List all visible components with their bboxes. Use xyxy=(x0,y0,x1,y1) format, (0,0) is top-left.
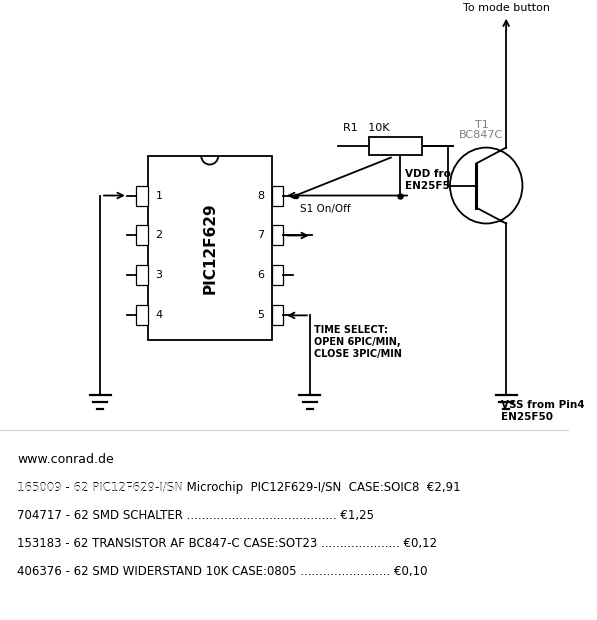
Bar xyxy=(272,185,283,205)
Text: To mode button: To mode button xyxy=(463,2,550,13)
Text: VDD from Pin8
EN25F50: VDD from Pin8 EN25F50 xyxy=(405,169,491,190)
Bar xyxy=(136,185,148,205)
Text: www.conrad.de: www.conrad.de xyxy=(17,453,114,466)
Bar xyxy=(136,265,148,285)
Text: 153183 - 62 TRANSISTOR AF BC847-C CASE:SOT23 ..................... €0,12: 153183 - 62 TRANSISTOR AF BC847-C CASE:S… xyxy=(17,537,437,550)
Text: 5: 5 xyxy=(257,311,264,321)
Text: 704717 - 62 SMD SCHALTER ........................................ €1,25: 704717 - 62 SMD SCHALTER ...............… xyxy=(17,509,374,522)
Bar xyxy=(272,226,283,246)
Text: R1   10K: R1 10K xyxy=(343,123,390,133)
Text: 3: 3 xyxy=(155,270,162,280)
Text: 7: 7 xyxy=(257,231,264,241)
Text: S1 On/Off: S1 On/Off xyxy=(300,203,351,213)
Text: BC847C: BC847C xyxy=(459,130,504,140)
Text: 406376 - 62 SMD WIDERSTAND 10K CASE:0805 ........................ €0,10: 406376 - 62 SMD WIDERSTAND 10K CASE:0805… xyxy=(17,565,427,578)
Bar xyxy=(272,265,283,285)
Circle shape xyxy=(450,148,522,223)
Text: 4: 4 xyxy=(155,311,162,321)
Bar xyxy=(370,136,422,154)
Text: PIC12F629: PIC12F629 xyxy=(202,202,217,294)
Text: 6: 6 xyxy=(257,270,264,280)
Text: 165009 - 62 PIC12F629-I/SN: 165009 - 62 PIC12F629-I/SN xyxy=(17,481,187,494)
Text: T1: T1 xyxy=(475,120,488,130)
Bar xyxy=(272,306,283,326)
Text: 165009 - 62 PIC12F629-I/SN Microchip  PIC12F629-I/SN  CASE:SOIC8  €2,91: 165009 - 62 PIC12F629-I/SN Microchip PIC… xyxy=(17,481,461,494)
Text: VSS from Pin4
EN25F50: VSS from Pin4 EN25F50 xyxy=(500,401,584,422)
Bar xyxy=(148,156,272,340)
Text: TIME SELECT:
OPEN 6PIC/MIN,
CLOSE 3PIC/MIN: TIME SELECT: OPEN 6PIC/MIN, CLOSE 3PIC/M… xyxy=(313,326,402,358)
Text: 8: 8 xyxy=(257,190,264,200)
Text: 1: 1 xyxy=(155,190,162,200)
Text: 2: 2 xyxy=(155,231,162,241)
Bar xyxy=(136,306,148,326)
Bar xyxy=(136,226,148,246)
